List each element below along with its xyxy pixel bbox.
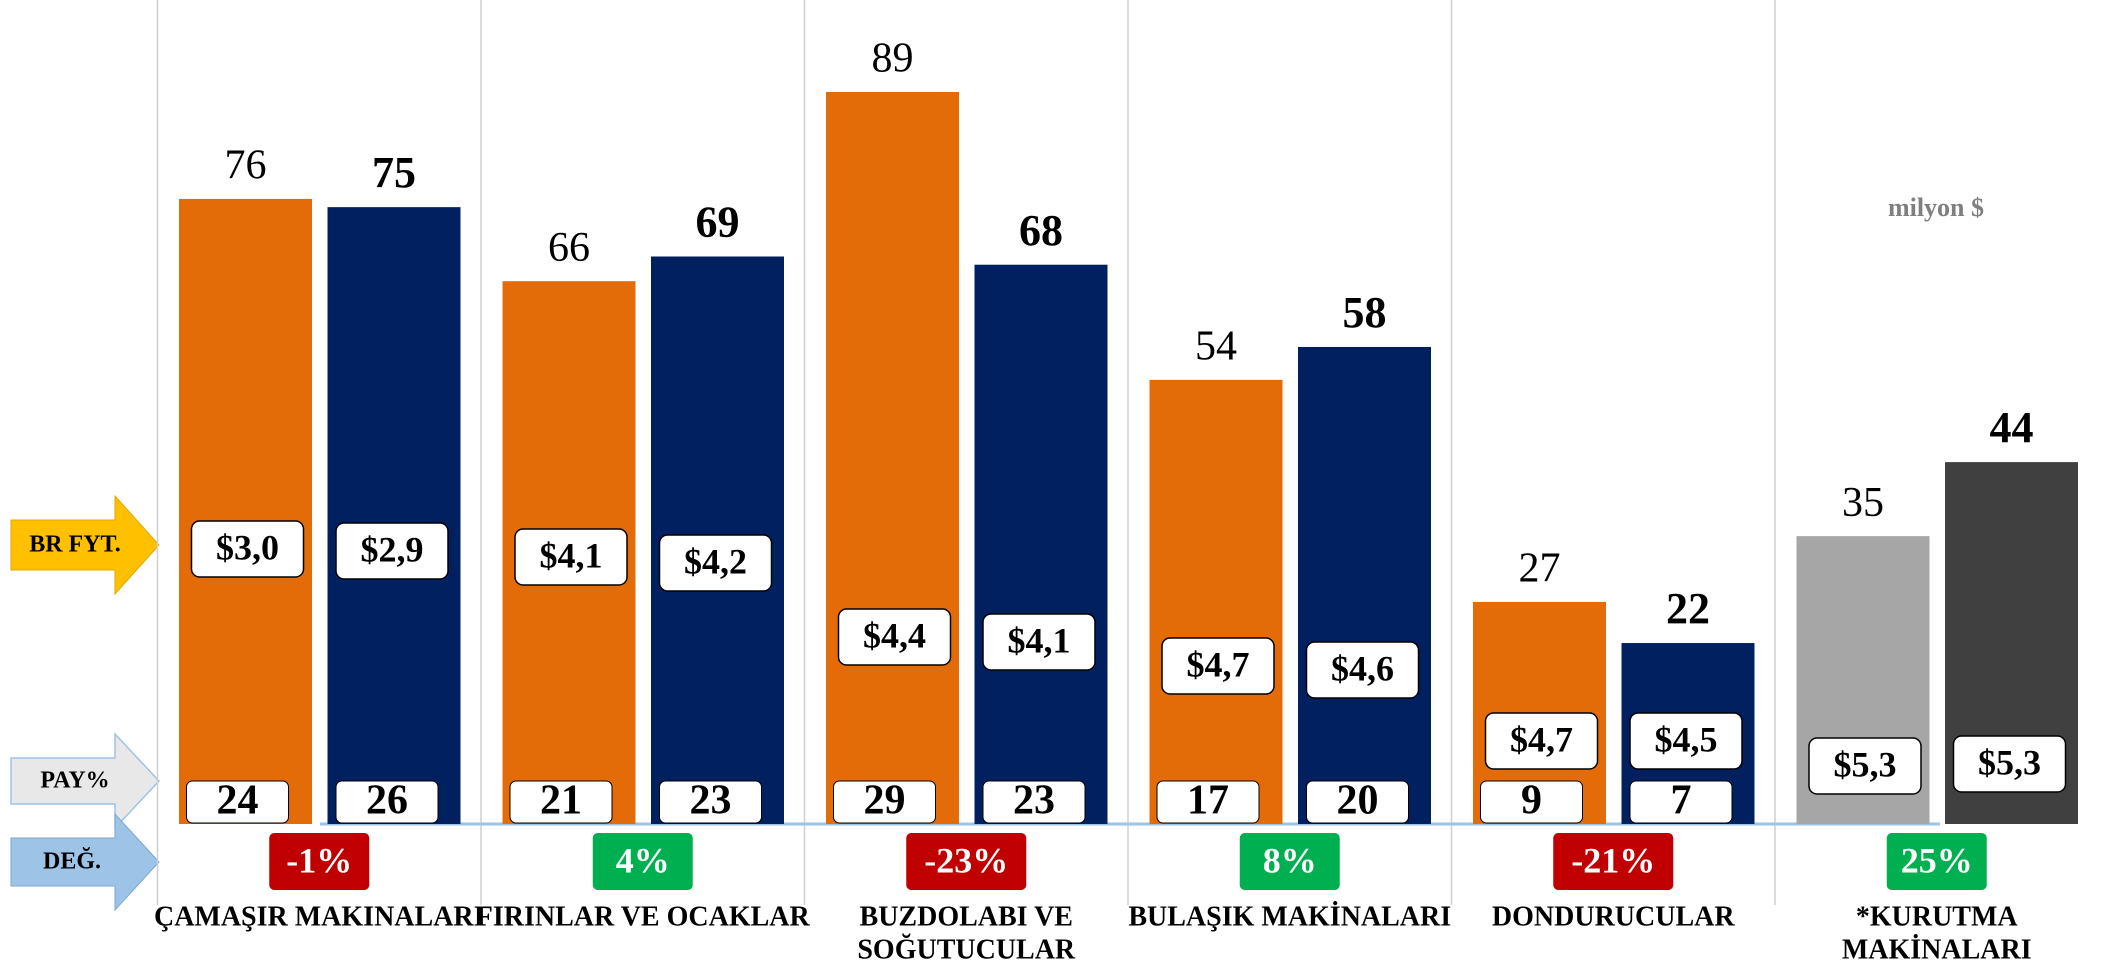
category-label: ÇAMAŞIR MAKINALARI — [154, 901, 485, 932]
change-label: 8% — [1263, 840, 1317, 880]
price-label: $4,6 — [1331, 648, 1394, 688]
change-box — [906, 833, 1027, 890]
bar — [826, 92, 959, 824]
share-label: 7 — [1671, 778, 1692, 824]
price-label: $4,2 — [684, 541, 747, 581]
change-label: -1% — [286, 840, 352, 880]
value-label: 68 — [1019, 206, 1063, 255]
value-label: 35 — [1842, 480, 1884, 526]
share-box — [1156, 780, 1260, 824]
category-label: MAKİNALARI — [1842, 934, 2032, 963]
change-box — [1886, 833, 1987, 890]
change-box — [1239, 833, 1340, 890]
price-label: $5,3 — [1978, 742, 2041, 782]
share-label: 21 — [540, 778, 582, 824]
value-label: 27 — [1519, 546, 1561, 592]
unit-note: milyon $ — [1888, 193, 1984, 222]
share-box — [1306, 780, 1409, 824]
price-label: $4,7 — [1187, 644, 1250, 684]
value-label: 76 — [225, 143, 267, 189]
share-label: 23 — [1013, 778, 1055, 824]
change-label: 25% — [1901, 840, 1973, 880]
share-box — [1480, 780, 1583, 824]
price-box — [1484, 712, 1599, 770]
change-label: 4% — [616, 840, 670, 880]
category-label: *KURUTMA — [1856, 901, 2019, 932]
category-label: FIRINLAR VE OCAKLAR — [476, 901, 811, 932]
value-label: 44 — [1990, 403, 2034, 452]
price-label: $4,1 — [1008, 620, 1071, 660]
price-label: $4,7 — [1510, 719, 1573, 759]
category-label: DONDURUCULAR — [1492, 901, 1735, 932]
share-box — [509, 780, 613, 824]
share-box — [833, 780, 936, 824]
category-label: SOĞUTUCULAR — [857, 934, 1076, 963]
bar — [327, 207, 461, 825]
change-row-label: DEĞ. — [43, 848, 101, 875]
price-box — [1629, 712, 1743, 770]
share-label: 24 — [217, 778, 259, 824]
change-arrow: DEĞ. — [10, 812, 160, 912]
change-box — [269, 833, 370, 890]
share-label: 20 — [1337, 778, 1379, 824]
change-box — [1553, 833, 1674, 890]
price-box — [514, 528, 628, 586]
price-box — [190, 520, 305, 578]
category-label: BUZDOLABI VE — [860, 901, 1073, 932]
value-label: 54 — [1195, 324, 1237, 370]
value-label: 75 — [372, 148, 416, 197]
share-box — [335, 780, 439, 824]
price-label: $4,4 — [863, 615, 926, 655]
value-label: 66 — [548, 225, 590, 271]
price-label: $5,3 — [1834, 744, 1897, 784]
price-box — [335, 522, 449, 580]
share-box — [186, 780, 289, 824]
change-label: -21% — [1571, 840, 1655, 880]
share-label: 17 — [1187, 778, 1229, 824]
bar — [1298, 346, 1431, 824]
price-arrow: BR FYT. — [10, 494, 160, 596]
price-box — [1161, 637, 1275, 695]
share-label: 26 — [366, 778, 408, 824]
bar — [974, 264, 1108, 824]
price-box — [1952, 735, 2067, 793]
price-box — [1305, 641, 1420, 699]
value-label: 22 — [1666, 584, 1710, 633]
share-label: 29 — [864, 778, 906, 824]
value-label: 69 — [696, 198, 740, 247]
value-label: 58 — [1343, 288, 1387, 337]
share-arrow: PAY% — [10, 732, 161, 830]
price-label: $4,1 — [540, 535, 603, 575]
share-box — [659, 780, 762, 824]
share-label: 23 — [690, 778, 732, 824]
share-box — [982, 780, 1086, 824]
share-box — [1629, 780, 1733, 824]
share-label: 9 — [1521, 778, 1542, 824]
change-box — [592, 833, 693, 890]
bar — [1149, 379, 1283, 824]
price-box — [837, 608, 952, 666]
price-box — [658, 534, 773, 592]
price-label: $4,5 — [1655, 719, 1718, 759]
category-label: BULAŞIK MAKİNALARI — [1128, 901, 1451, 932]
price-box — [1808, 737, 1922, 795]
price-row-label: BR FYT. — [29, 532, 121, 558]
price-box — [982, 613, 1096, 671]
price-label: $2,9 — [361, 529, 424, 569]
bar — [179, 198, 312, 825]
share-row-label: PAY% — [40, 768, 109, 794]
price-label: $3,0 — [216, 527, 279, 567]
value-label: 89 — [872, 36, 914, 82]
change-label: -23% — [924, 840, 1008, 880]
